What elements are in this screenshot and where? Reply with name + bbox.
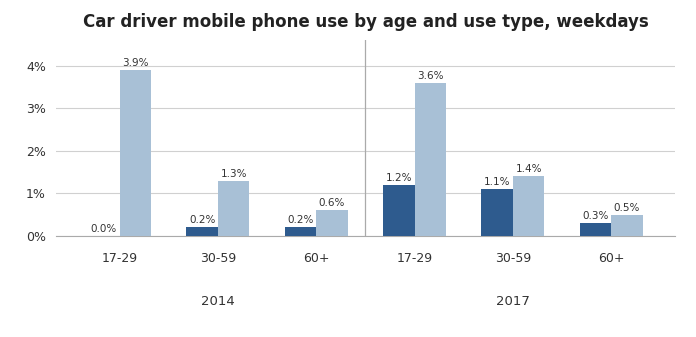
Bar — [187, 227, 218, 236]
Text: 0.0%: 0.0% — [90, 224, 117, 234]
Text: 1.3%: 1.3% — [221, 168, 247, 179]
Bar — [383, 185, 415, 236]
Bar — [415, 83, 446, 236]
Text: 0.5%: 0.5% — [614, 203, 640, 213]
Text: 3.9%: 3.9% — [122, 58, 148, 68]
Bar — [482, 189, 513, 236]
Text: 1.1%: 1.1% — [484, 177, 510, 187]
Text: 1.4%: 1.4% — [515, 164, 542, 174]
Text: 0.3%: 0.3% — [583, 211, 609, 221]
Bar — [120, 70, 151, 236]
Text: 2017: 2017 — [496, 295, 530, 308]
Bar — [513, 176, 544, 236]
Bar — [285, 227, 316, 236]
Text: 0.6%: 0.6% — [319, 198, 345, 208]
Text: 1.2%: 1.2% — [386, 173, 412, 183]
Bar — [316, 210, 348, 236]
Text: 2014: 2014 — [201, 295, 235, 308]
Text: 3.6%: 3.6% — [417, 71, 443, 81]
Bar — [218, 181, 249, 236]
Title: Car driver mobile phone use by age and use type, weekdays: Car driver mobile phone use by age and u… — [83, 12, 648, 31]
Text: 0.2%: 0.2% — [189, 215, 215, 225]
Bar — [611, 215, 642, 236]
Bar — [580, 223, 611, 236]
Text: 0.2%: 0.2% — [287, 215, 314, 225]
